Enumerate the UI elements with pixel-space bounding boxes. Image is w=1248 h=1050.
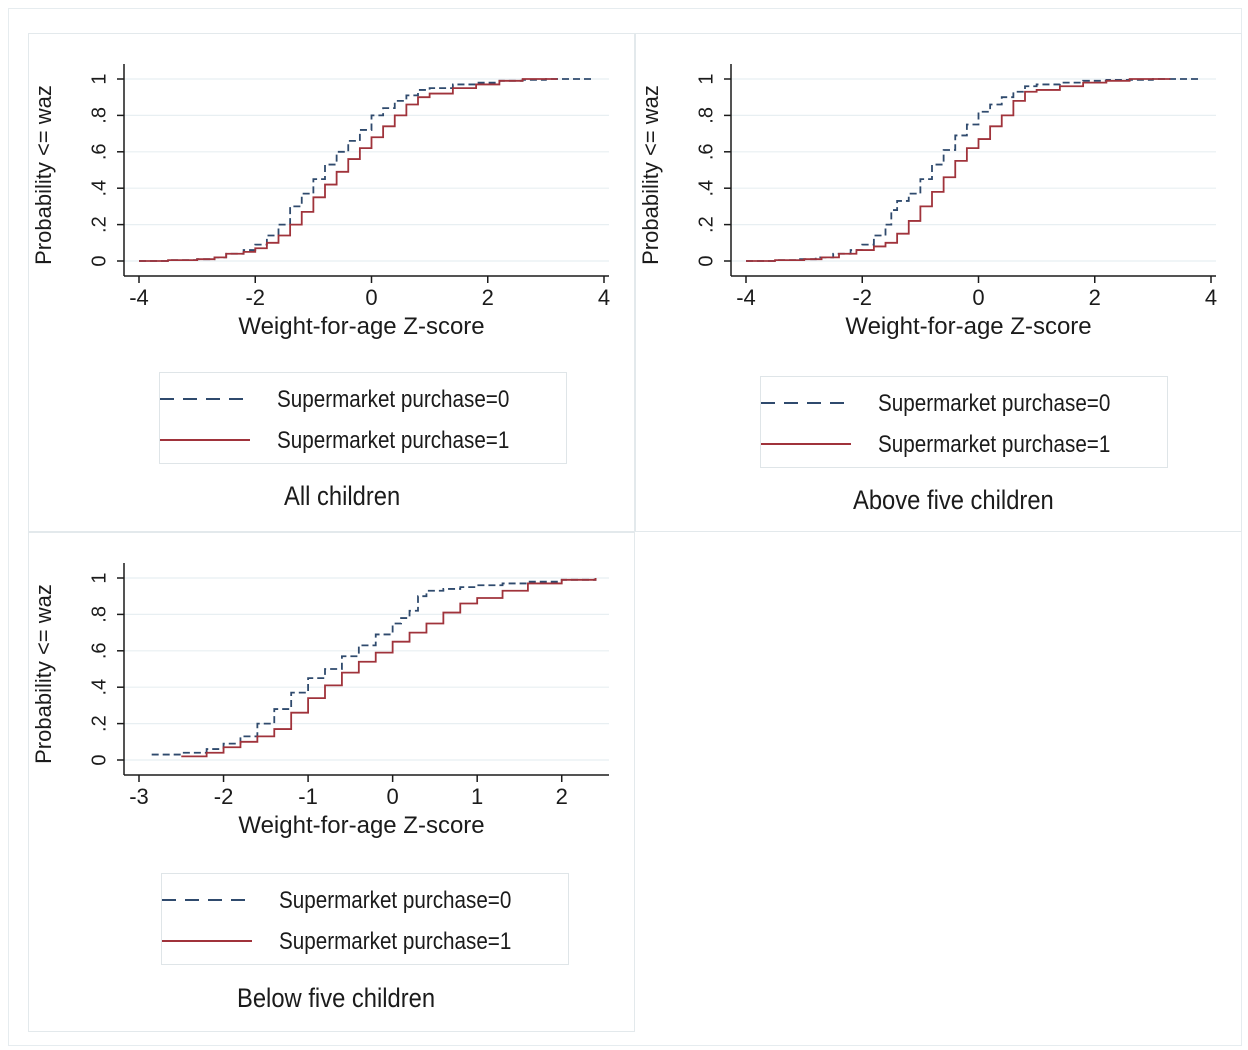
x-tick-label: 0 — [365, 285, 377, 310]
plot-all-children: 0 .2 .4 .6 .8 1 Probability <= waz -4 -2 0 2 4 Weigh… — [31, 64, 610, 340]
panel-caption: Above five children — [853, 485, 1054, 515]
solid-line-swatch — [160, 439, 250, 441]
y-axis-label: Probability <= waz — [638, 85, 663, 265]
plot-above-five: 0 .2 .4 .6 .8 1 Probability <= waz -4 -2 0 2 4 Weigh… — [638, 64, 1217, 340]
dashed-line-swatch — [160, 398, 250, 400]
y-axis-label: Probability <= waz — [31, 85, 56, 265]
y-tick-label: .2 — [88, 715, 110, 732]
legend-label: Supermarket purchase=0 — [878, 390, 1111, 417]
dashed-line-swatch — [761, 402, 851, 404]
panel-above-five: 0 .2 .4 .6 .8 1 Probability <= waz -4 -2 0 2 4 Weigh… — [635, 33, 1242, 532]
panel-below-five: 0 .2 .4 .6 .8 1 Probability <= waz -3 -2 -1 0 1 2 Wei… — [28, 532, 635, 1032]
y-tick-label: .4 — [88, 679, 110, 696]
panel-caption: Below five children — [237, 983, 436, 1013]
x-tick-label: 2 — [556, 784, 568, 809]
x-tick-label: -2 — [852, 285, 872, 310]
y-tick-label: 0 — [88, 754, 110, 765]
legend-item-0: Supermarket purchase=0 — [160, 382, 566, 416]
x-tick-label: -2 — [245, 285, 265, 310]
series-purchase-1-line — [181, 578, 597, 758]
legend: Supermarket purchase=0 Supermarket purch… — [159, 372, 567, 464]
y-tick-label: .6 — [88, 143, 110, 160]
legend-item-1: Supermarket purchase=1 — [761, 427, 1167, 461]
x-axis-label: Weight-for-age Z-score — [238, 313, 484, 340]
legend-label: Supermarket purchase=0 — [279, 887, 512, 914]
y-tick-label: .8 — [695, 107, 717, 124]
x-tick-label: -2 — [214, 784, 234, 809]
series-purchase-0-line — [139, 78, 593, 262]
x-tick-label: -3 — [129, 784, 149, 809]
solid-line-swatch — [162, 940, 252, 942]
series-purchase-0-line — [746, 78, 1200, 262]
series-purchase-1-line — [139, 78, 558, 262]
y-tick-label: 0 — [88, 255, 110, 266]
legend-item-0: Supermarket purchase=0 — [162, 883, 568, 917]
panel-caption: All children — [284, 481, 401, 511]
series-purchase-1-line — [746, 78, 1171, 262]
dashed-line-swatch — [162, 899, 252, 901]
legend: Supermarket purchase=0 Supermarket purch… — [760, 376, 1168, 468]
x-tick-label: 2 — [1089, 285, 1101, 310]
y-tick-label: .2 — [88, 216, 110, 233]
legend-item-1: Supermarket purchase=1 — [162, 924, 568, 958]
y-tick-label: .4 — [88, 180, 110, 197]
y-tick-label: 0 — [695, 255, 717, 266]
legend-item-0: Supermarket purchase=0 — [761, 386, 1167, 420]
panel-all-children: 0 .2 .4 .6 .8 1 Probability <= waz -4 -2 0 2 4 Weigh… — [28, 33, 635, 532]
x-tick-label: 1 — [471, 784, 483, 809]
legend-label: Supermarket purchase=1 — [277, 427, 510, 454]
legend: Supermarket purchase=0 Supermarket purch… — [161, 873, 569, 965]
y-axis-label: Probability <= waz — [31, 584, 56, 764]
solid-line-swatch — [761, 443, 851, 445]
x-axis-label: Weight-for-age Z-score — [845, 313, 1091, 340]
x-tick-label: 0 — [387, 784, 399, 809]
legend-item-1: Supermarket purchase=1 — [160, 423, 566, 457]
plot-below-five: 0 .2 .4 .6 .8 1 Probability <= waz -3 -2 -1 0 1 2 Wei… — [31, 563, 609, 839]
series-purchase-0-line — [151, 578, 597, 756]
y-tick-label: .4 — [695, 180, 717, 197]
y-tick-label: 1 — [88, 73, 110, 84]
y-tick-label: 1 — [695, 73, 717, 84]
x-tick-label: 0 — [972, 285, 984, 310]
x-axis-label: Weight-for-age Z-score — [238, 812, 484, 839]
legend-label: Supermarket purchase=1 — [279, 928, 512, 955]
y-tick-label: .8 — [88, 606, 110, 623]
legend-label: Supermarket purchase=0 — [277, 386, 510, 413]
legend-label: Supermarket purchase=1 — [878, 431, 1111, 458]
x-tick-label: 4 — [1205, 285, 1217, 310]
x-tick-label: -4 — [736, 285, 756, 310]
y-tick-label: .2 — [695, 216, 717, 233]
y-tick-label: .6 — [88, 642, 110, 659]
y-tick-label: 1 — [88, 572, 110, 583]
y-tick-label: .8 — [88, 107, 110, 124]
x-tick-label: -4 — [129, 285, 149, 310]
x-tick-label: 2 — [482, 285, 494, 310]
x-tick-label: 4 — [598, 285, 610, 310]
x-tick-label: -1 — [298, 784, 318, 809]
y-tick-label: .6 — [695, 143, 717, 160]
